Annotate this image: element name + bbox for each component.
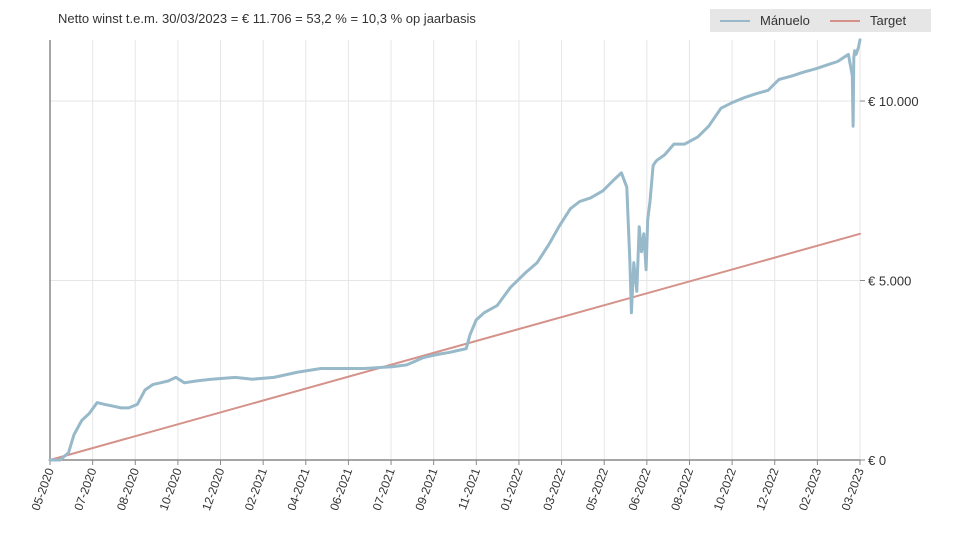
series-lines — [48, 38, 862, 462]
x-tick-label: 08-2020 — [114, 466, 142, 512]
x-tick-label: 10-2020 — [156, 466, 184, 512]
gridlines — [49, 40, 861, 460]
y-tick-label: € 10.000 — [868, 94, 919, 109]
chart-title: Netto winst t.e.m. 30/03/2023 = € 11.706… — [58, 11, 476, 26]
x-tick-label: 09-2021 — [412, 466, 440, 512]
x-tick-label: 03-2023 — [839, 466, 867, 512]
x-tick-label: 02-2021 — [242, 466, 270, 512]
x-tick-label: 05-2022 — [583, 466, 611, 512]
x-tick-label: 06-2021 — [327, 466, 355, 512]
x-tick-label: 08-2022 — [668, 466, 696, 512]
x-tick-label: 04-2021 — [284, 466, 312, 512]
x-tick-label: 12-2022 — [753, 466, 781, 512]
legend-item-target[interactable]: Target — [830, 9, 906, 32]
series-line-manuelo — [48, 38, 862, 462]
x-tick-label: 05-2020 — [29, 466, 57, 512]
x-tick-label: 07-2021 — [370, 466, 398, 512]
legend-item-manuelo[interactable]: Mánuelo — [720, 9, 810, 32]
chart-legend: Mánuelo Target — [710, 9, 931, 32]
x-tick-label: 01-2022 — [498, 466, 526, 512]
legend-swatch-manuelo — [720, 19, 750, 22]
x-tick-label: 12-2020 — [199, 466, 227, 512]
axes — [49, 40, 865, 465]
y-tick-label: € 5.000 — [868, 274, 911, 289]
y-tick-label: € 0 — [868, 453, 886, 468]
x-tick-label: 03-2022 — [540, 466, 568, 512]
x-tick-label: 10-2022 — [711, 466, 739, 512]
x-tick-label: 06-2022 — [625, 466, 653, 512]
x-tick-label: 11-2021 — [455, 466, 483, 512]
x-tick-label: 02-2023 — [796, 466, 824, 512]
legend-label-target: Target — [870, 13, 907, 28]
legend-label-manuelo: Mánuelo — [760, 13, 810, 28]
legend-swatch-target — [830, 19, 860, 22]
x-tick-label: 07-2020 — [71, 466, 99, 512]
series-line-target — [49, 232, 861, 461]
tick-labels: 05-2020 07-2020 08-2020 10-2020 12-2020 02-20… — [29, 94, 919, 512]
